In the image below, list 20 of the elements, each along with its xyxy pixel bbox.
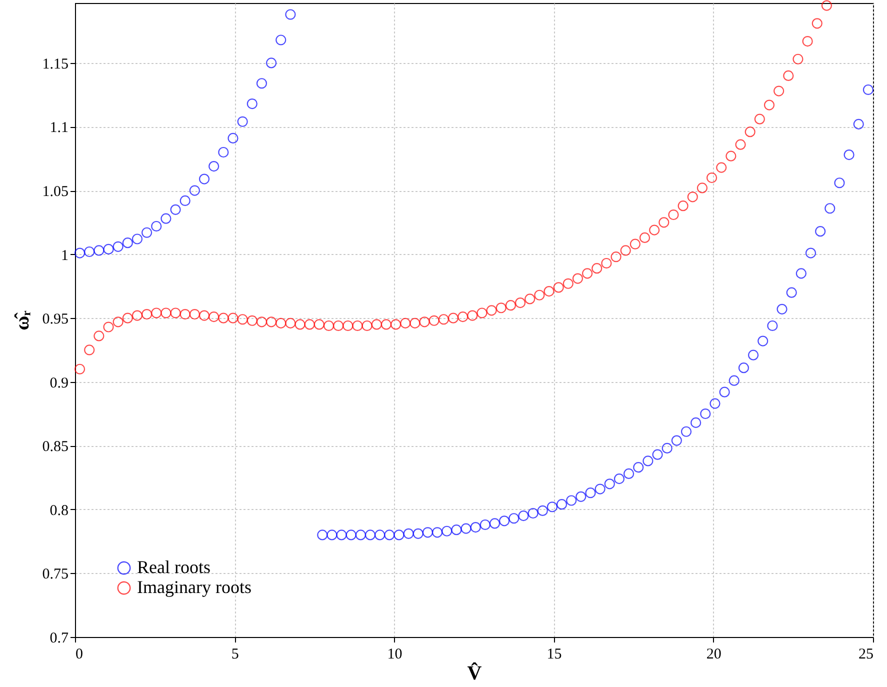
x-tick-label: 0 [76, 646, 83, 662]
y-tick-label: 0.95 [42, 312, 68, 328]
y-tick-label: 0.85 [42, 439, 68, 456]
y-axis-title: ω̂ᵣ [11, 310, 34, 330]
y-tick-label: 1.05 [42, 184, 68, 200]
y-tick-label: 1.15 [42, 56, 68, 72]
x-tick-label: 15 [546, 646, 562, 662]
y-tick-label: 0.8 [50, 502, 68, 519]
x-tick-label: 5 [231, 646, 239, 662]
legend-label: Imaginary roots [137, 577, 252, 597]
legend-label: Real roots [137, 557, 210, 577]
x-tick-label: 25 [858, 646, 874, 662]
y-tick-label: 0.7 [50, 630, 69, 646]
y-tick-label: 1.1 [50, 120, 68, 136]
x-axis-title: V̂ [467, 661, 482, 684]
y-tick-label: 0.75 [42, 566, 68, 583]
x-tick-label: 20 [706, 646, 722, 662]
y-tick-label: 0.9 [50, 375, 68, 392]
x-tick-label: 10 [387, 646, 402, 662]
y-tick-label: 1 [61, 248, 68, 264]
